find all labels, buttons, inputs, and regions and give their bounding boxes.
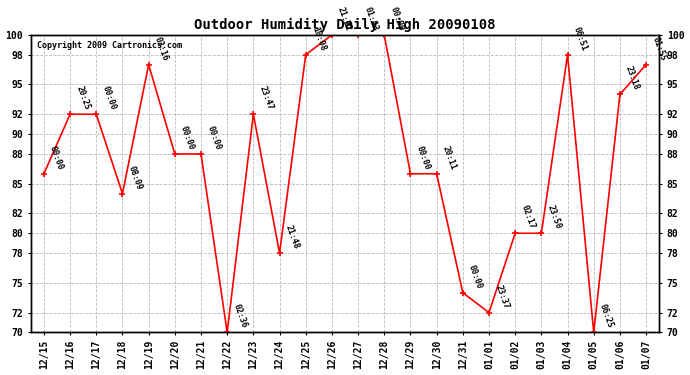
- Text: 02:17: 02:17: [520, 204, 536, 231]
- Text: 23:50: 23:50: [546, 204, 562, 231]
- Text: 23:37: 23:37: [493, 283, 510, 310]
- Text: 06:25: 06:25: [598, 303, 615, 330]
- Text: 01:43: 01:43: [362, 6, 380, 32]
- Text: 00:00: 00:00: [179, 124, 196, 151]
- Text: 02:36: 02:36: [231, 303, 248, 330]
- Text: 00:00: 00:00: [205, 124, 222, 151]
- Text: 01:55: 01:55: [650, 35, 667, 62]
- Text: 06:51: 06:51: [572, 26, 589, 52]
- Text: 00:00: 00:00: [48, 144, 65, 171]
- Text: 23:18: 23:18: [624, 65, 641, 92]
- Text: 03:16: 03:16: [152, 35, 170, 62]
- Text: Copyright 2009 Cartronics.com: Copyright 2009 Cartronics.com: [37, 41, 182, 50]
- Title: Outdoor Humidity Daily High 20090108: Outdoor Humidity Daily High 20090108: [195, 18, 495, 32]
- Text: 21:22: 21:22: [336, 6, 353, 32]
- Text: 00:00: 00:00: [101, 85, 117, 111]
- Text: 00:00: 00:00: [415, 144, 432, 171]
- Text: 23:47: 23:47: [257, 85, 275, 111]
- Text: 21:48: 21:48: [284, 224, 301, 250]
- Text: 00:00: 00:00: [467, 263, 484, 290]
- Text: 20:11: 20:11: [441, 144, 457, 171]
- Text: 00:00: 00:00: [388, 6, 406, 32]
- Text: 08:09: 08:09: [127, 164, 144, 191]
- Text: 20:25: 20:25: [75, 85, 91, 111]
- Text: 10:08: 10:08: [310, 26, 327, 52]
